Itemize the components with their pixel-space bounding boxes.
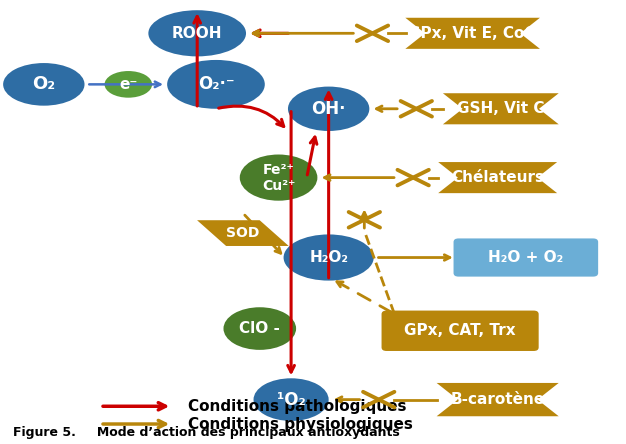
Polygon shape: [437, 383, 559, 416]
Text: SOD: SOD: [226, 226, 260, 240]
Ellipse shape: [254, 378, 329, 421]
Ellipse shape: [288, 87, 369, 131]
Text: Figure 5.: Figure 5.: [13, 426, 75, 439]
Text: GSH, Vit C: GSH, Vit C: [457, 101, 545, 116]
FancyBboxPatch shape: [453, 238, 598, 277]
Text: H₂O + O₂: H₂O + O₂: [488, 250, 563, 265]
Text: Chélateurs: Chélateurs: [451, 170, 544, 185]
Text: GPx, Vit E, CoQ: GPx, Vit E, CoQ: [408, 26, 537, 41]
Text: Conditions pathologiques: Conditions pathologiques: [188, 399, 406, 414]
Text: e⁻: e⁻: [119, 77, 138, 92]
FancyBboxPatch shape: [381, 311, 538, 351]
Text: ClO -: ClO -: [239, 321, 280, 336]
Text: OH·: OH·: [311, 100, 346, 118]
Polygon shape: [438, 162, 557, 193]
Ellipse shape: [284, 234, 374, 281]
Ellipse shape: [240, 155, 317, 201]
Ellipse shape: [167, 60, 265, 109]
Text: O₂: O₂: [33, 75, 55, 93]
Text: B-carotène: B-carotène: [451, 392, 545, 407]
Polygon shape: [406, 18, 540, 49]
Polygon shape: [197, 220, 289, 246]
Text: ¹O₂: ¹O₂: [277, 391, 305, 408]
Text: GPx, CAT, Trx: GPx, CAT, Trx: [404, 323, 516, 338]
Text: Mode d’action des principaux antioxydants: Mode d’action des principaux antioxydant…: [75, 426, 400, 439]
Text: Conditions physiologiques: Conditions physiologiques: [188, 416, 413, 432]
Text: Fe²⁺
Cu²⁺: Fe²⁺ Cu²⁺: [262, 163, 295, 193]
Ellipse shape: [105, 71, 152, 98]
Text: ROOH: ROOH: [172, 26, 222, 41]
Polygon shape: [443, 93, 559, 124]
Ellipse shape: [223, 307, 296, 350]
Ellipse shape: [148, 10, 246, 56]
Ellipse shape: [3, 63, 85, 106]
Text: H₂O₂: H₂O₂: [309, 250, 348, 265]
Text: O₂·⁻: O₂·⁻: [198, 75, 234, 93]
